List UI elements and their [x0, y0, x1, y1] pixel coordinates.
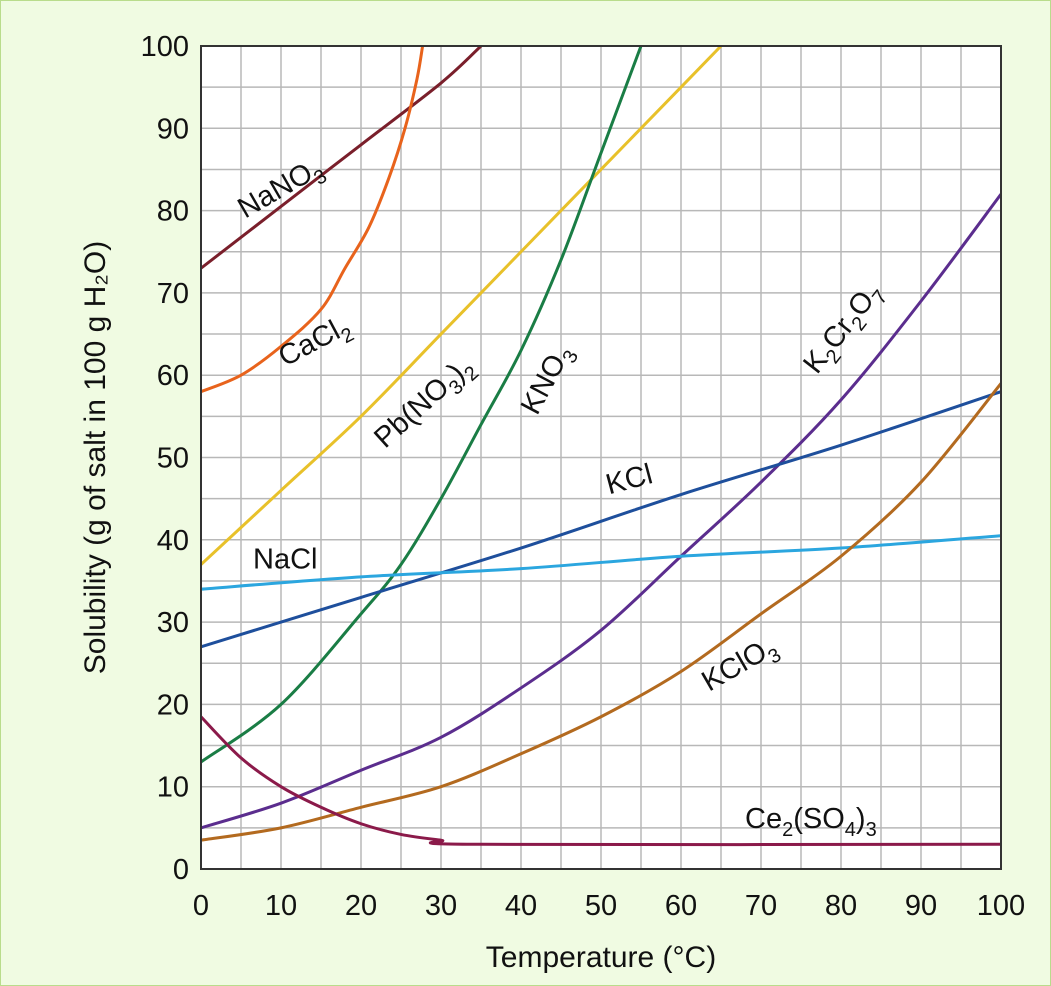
series-line: [201, 46, 723, 566]
x-tick-labels: 0 10 20 30 40 50 60 70 80 90 100: [193, 890, 1025, 922]
series-label: Ce2​(SO4​)3​: [745, 803, 877, 841]
y-tick-label: 0: [173, 854, 189, 886]
y-tick-label: 90: [157, 113, 189, 145]
grid: [200, 45, 1002, 870]
y-tick-label: 60: [157, 360, 189, 392]
x-tick-label: 60: [665, 890, 697, 922]
x-tick-label: 50: [585, 890, 617, 922]
x-tick-label: 20: [345, 890, 377, 922]
series-line: [201, 715, 1001, 847]
series-line: [201, 382, 1001, 842]
series-line: [201, 46, 643, 764]
y-tick-label: 70: [157, 278, 189, 310]
y-tick-label: 40: [157, 525, 189, 557]
series-line: [201, 46, 425, 394]
x-axis-title: Temperature (°C): [486, 941, 716, 974]
x-tick-label: 70: [745, 890, 777, 922]
x-tick-label: 30: [425, 890, 457, 922]
x-tick-label: 10: [265, 890, 297, 922]
series-line: [201, 193, 1001, 830]
y-axis-title: Solubility (g of salt in 100 g H₂O): [79, 241, 112, 675]
plot-area-border: [200, 45, 1002, 870]
series-label: NaCl: [253, 544, 317, 576]
series-line: [201, 534, 1001, 591]
x-tick-label: 80: [825, 890, 857, 922]
x-tick-label: 90: [905, 890, 937, 922]
x-tick-label: 0: [193, 890, 209, 922]
y-tick-label: 100: [141, 31, 189, 63]
series-line: [201, 390, 1001, 649]
x-tick-label: 100: [977, 890, 1025, 922]
y-tick-label: 10: [157, 772, 189, 804]
y-tick-label: 80: [157, 196, 189, 228]
x-tick-label: 40: [505, 890, 537, 922]
y-tick-labels: 0 10 20 30 40 50 60 70 80 90 100: [141, 31, 189, 886]
y-tick-label: 50: [157, 443, 189, 475]
y-tick-label: 20: [157, 689, 189, 721]
series-line: [201, 46, 483, 270]
y-tick-label: 30: [157, 607, 189, 639]
series-lines: [201, 46, 1001, 847]
